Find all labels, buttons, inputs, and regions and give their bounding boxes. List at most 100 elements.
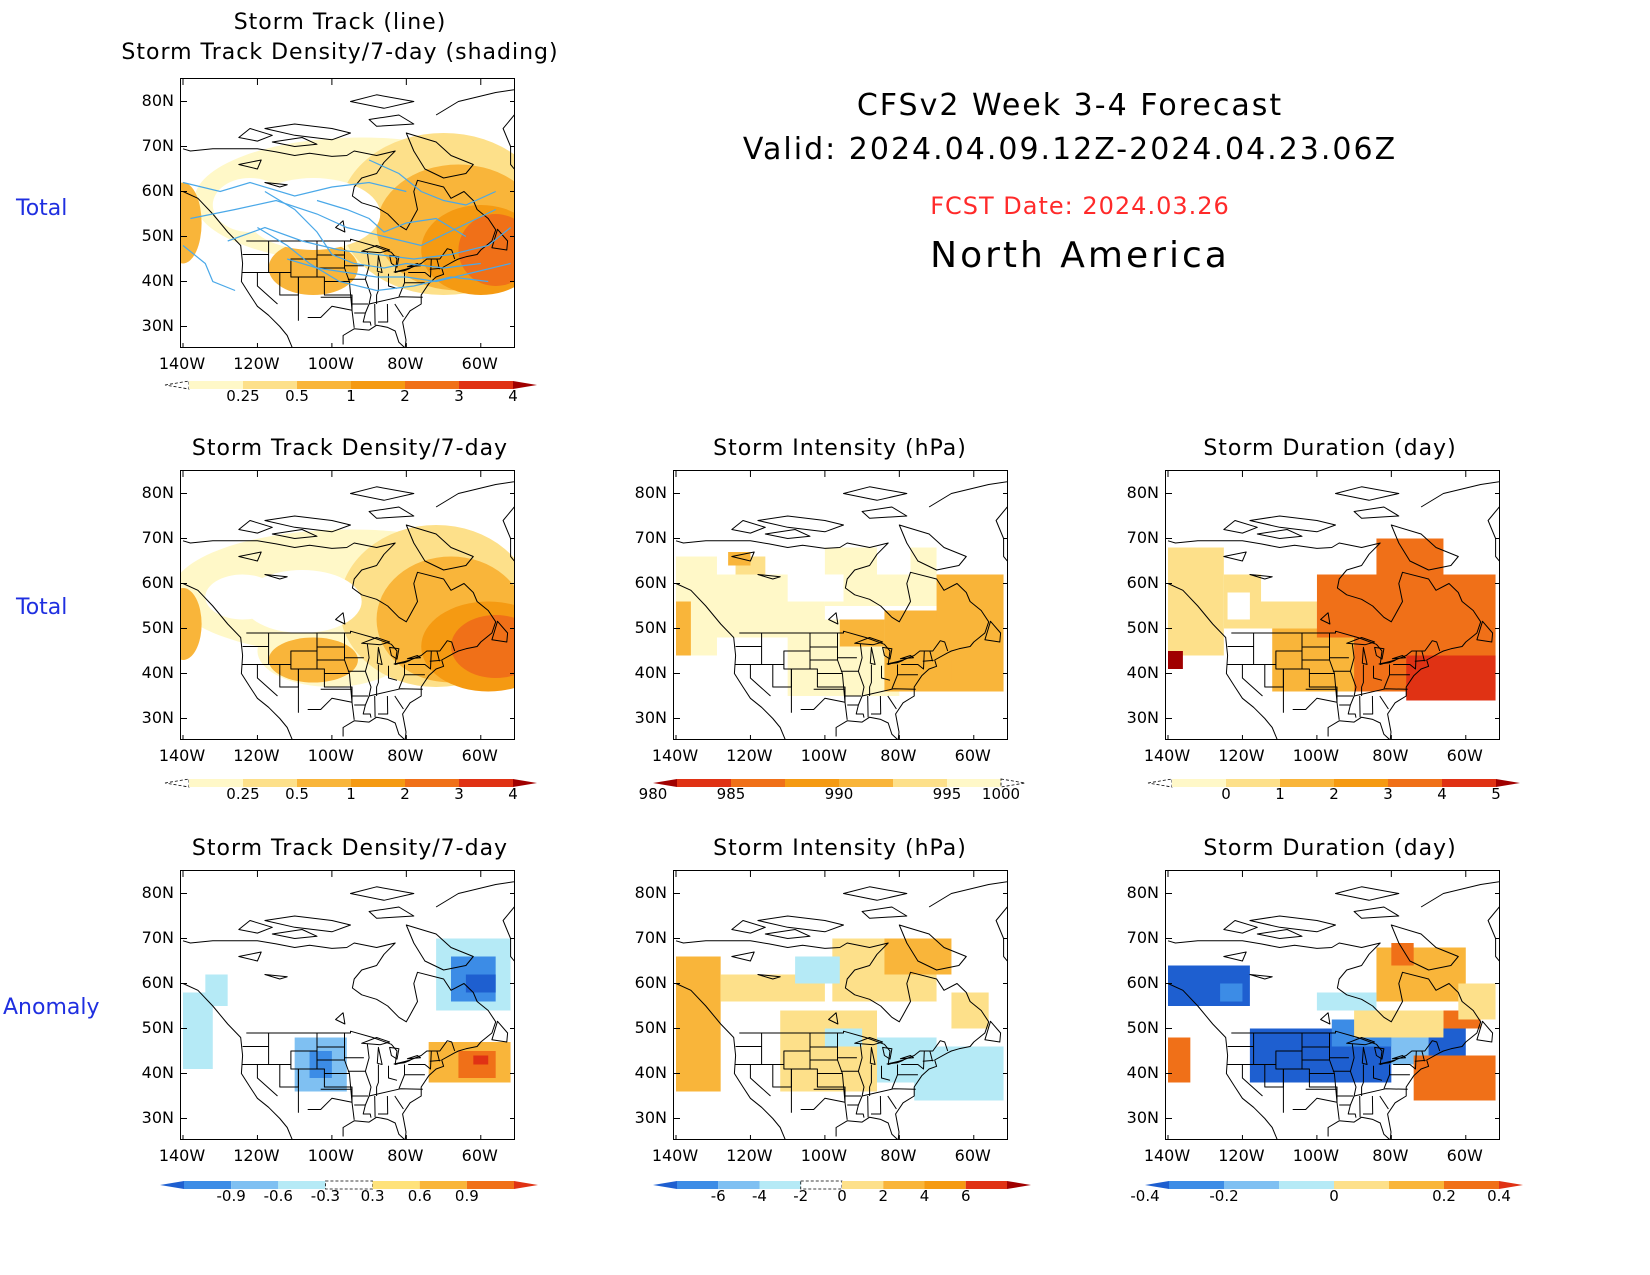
map-shading xyxy=(181,79,514,347)
lat-label: 50N xyxy=(141,1017,174,1037)
colorbar-label: 1 xyxy=(346,785,356,803)
lon-label: 120W xyxy=(233,354,280,373)
colorbar-duration-total: 0 1 2 3 4 5 xyxy=(1147,778,1520,803)
lat-label: 70N xyxy=(634,527,667,547)
colorbar-duration-anom: -0.4 -0.2 0 0.2 0.4 xyxy=(1130,1181,1523,1205)
panel-title-duration-total: Storm Duration (day) xyxy=(1203,436,1457,461)
map-shading xyxy=(674,871,1007,1139)
colorbar-label: 2 xyxy=(400,387,410,405)
lat-label: 40N xyxy=(141,1062,174,1082)
lat-label: 60N xyxy=(1126,572,1159,592)
lat-label: 70N xyxy=(1126,527,1159,547)
colorbar-swatches xyxy=(164,778,537,788)
lon-label: 140W xyxy=(1143,1146,1191,1165)
colorbar-label: 2 xyxy=(1329,785,1339,803)
lon-label: 120W xyxy=(1218,746,1265,765)
lon-label: 80W xyxy=(387,354,424,373)
lat-label: 50N xyxy=(141,225,174,245)
lon-label: 60W xyxy=(954,1146,991,1165)
colorbar-label: 0.3 xyxy=(360,1187,385,1205)
lon-label: 60W xyxy=(461,1146,498,1165)
colorbar-swatches xyxy=(653,778,1026,788)
colorbar-label: 0.5 xyxy=(285,387,309,405)
colorbar-label: -0.4 xyxy=(1130,1187,1160,1205)
colorbar-swatches xyxy=(1147,778,1520,788)
colorbar-label: 4 xyxy=(919,1187,930,1205)
lon-label: 140W xyxy=(158,746,206,765)
map-frame xyxy=(180,78,515,348)
lon-label: 120W xyxy=(726,1146,773,1165)
map-frame xyxy=(673,870,1008,1140)
lat-label: 30N xyxy=(1126,1107,1159,1127)
lon-label: 60W xyxy=(1446,1146,1483,1165)
colorbar-swatches xyxy=(653,1180,1031,1190)
lon-label: 80W xyxy=(387,746,424,765)
colorbar-label: -0.2 xyxy=(1209,1187,1239,1205)
lat-label: 70N xyxy=(141,527,174,547)
map-shading xyxy=(674,471,1007,739)
colorbar-label: 4 xyxy=(508,785,518,803)
lon-label: 100W xyxy=(800,746,848,765)
lat-label: 30N xyxy=(141,1107,174,1127)
colorbar-density-anom: -0.9 -0.6 -0.3 0.3 0.6 0.9 xyxy=(160,1180,538,1205)
map-shading xyxy=(1166,871,1499,1139)
colorbar-label: 0.5 xyxy=(285,785,309,803)
colorbar-density-total-2: 0.25 0.5 1 2 3 4 xyxy=(164,778,537,803)
lon-label: 80W xyxy=(880,746,917,765)
lon-label: 100W xyxy=(307,1146,355,1165)
colorbar-label: 2 xyxy=(878,1187,889,1205)
lat-label: 80N xyxy=(634,882,667,902)
colorbar-label: 0 xyxy=(837,1187,847,1205)
forecast-title: CFSv2 Week 3-4 Forecast xyxy=(856,88,1284,123)
lon-label: 60W xyxy=(1446,746,1483,765)
lat-label: 60N xyxy=(141,972,174,992)
lat-label: 50N xyxy=(1126,617,1159,637)
panel-title-density-anom: Storm Track Density/7-day xyxy=(191,836,509,861)
colorbar-label: 0.25 xyxy=(226,387,260,405)
map-shading xyxy=(1166,471,1499,739)
lon-label: 100W xyxy=(1292,746,1340,765)
colorbar-label: 995 xyxy=(932,785,962,803)
lon-label: 80W xyxy=(1372,1146,1409,1165)
lon-label: 100W xyxy=(1292,1146,1340,1165)
map-frame xyxy=(1165,870,1500,1140)
colorbar-label: 0 xyxy=(1329,1187,1339,1205)
lat-label: 30N xyxy=(634,707,667,727)
colorbar-intensity-total: 980 985 990 995 1000 xyxy=(639,778,1026,803)
colorbar-label: 1 xyxy=(346,387,356,405)
row-label-anomaly: Anomaly xyxy=(3,995,100,1020)
lat-label: 70N xyxy=(141,135,174,155)
panel-subtitle-storm-track: Storm Track Density/7-day (shading) xyxy=(121,40,559,65)
map-frame xyxy=(673,470,1008,740)
colorbar-label: -2 xyxy=(793,1187,809,1205)
lon-label: 60W xyxy=(954,746,991,765)
lon-label: 140W xyxy=(158,354,206,373)
map-frame xyxy=(1165,470,1500,740)
colorbar-label: 1 xyxy=(1275,785,1285,803)
lat-label: 60N xyxy=(1126,972,1159,992)
lon-label: 60W xyxy=(461,746,498,765)
lon-label: 80W xyxy=(387,1146,424,1165)
lat-label: 60N xyxy=(141,180,174,200)
panel-title-density-total: Storm Track Density/7-day xyxy=(191,436,509,461)
panel-title-intensity-anom: Storm Intensity (hPa) xyxy=(713,836,967,861)
lon-label: 120W xyxy=(233,746,280,765)
map-shading xyxy=(181,471,514,739)
colorbar-label: 3 xyxy=(1383,785,1393,803)
lat-label: 80N xyxy=(1126,882,1159,902)
colorbar-label: 5 xyxy=(1491,785,1501,803)
colorbar-label: -0.6 xyxy=(263,1187,293,1205)
colorbar-label: 0.6 xyxy=(407,1187,432,1205)
colorbar-label: 3 xyxy=(454,387,464,405)
lon-label: 100W xyxy=(800,1146,848,1165)
lat-label: 80N xyxy=(1126,482,1159,502)
lon-label: 140W xyxy=(651,746,699,765)
colorbar-label: 0 xyxy=(1221,785,1231,803)
colorbar-label: -4 xyxy=(752,1187,767,1205)
lat-label: 40N xyxy=(141,270,174,290)
lon-label: 120W xyxy=(233,1146,280,1165)
lat-label: 50N xyxy=(634,617,667,637)
lon-label: 140W xyxy=(158,1146,206,1165)
lon-label: 120W xyxy=(726,746,773,765)
colorbar-density-total-1: 0.25 0.5 1 2 3 4 xyxy=(164,380,537,405)
